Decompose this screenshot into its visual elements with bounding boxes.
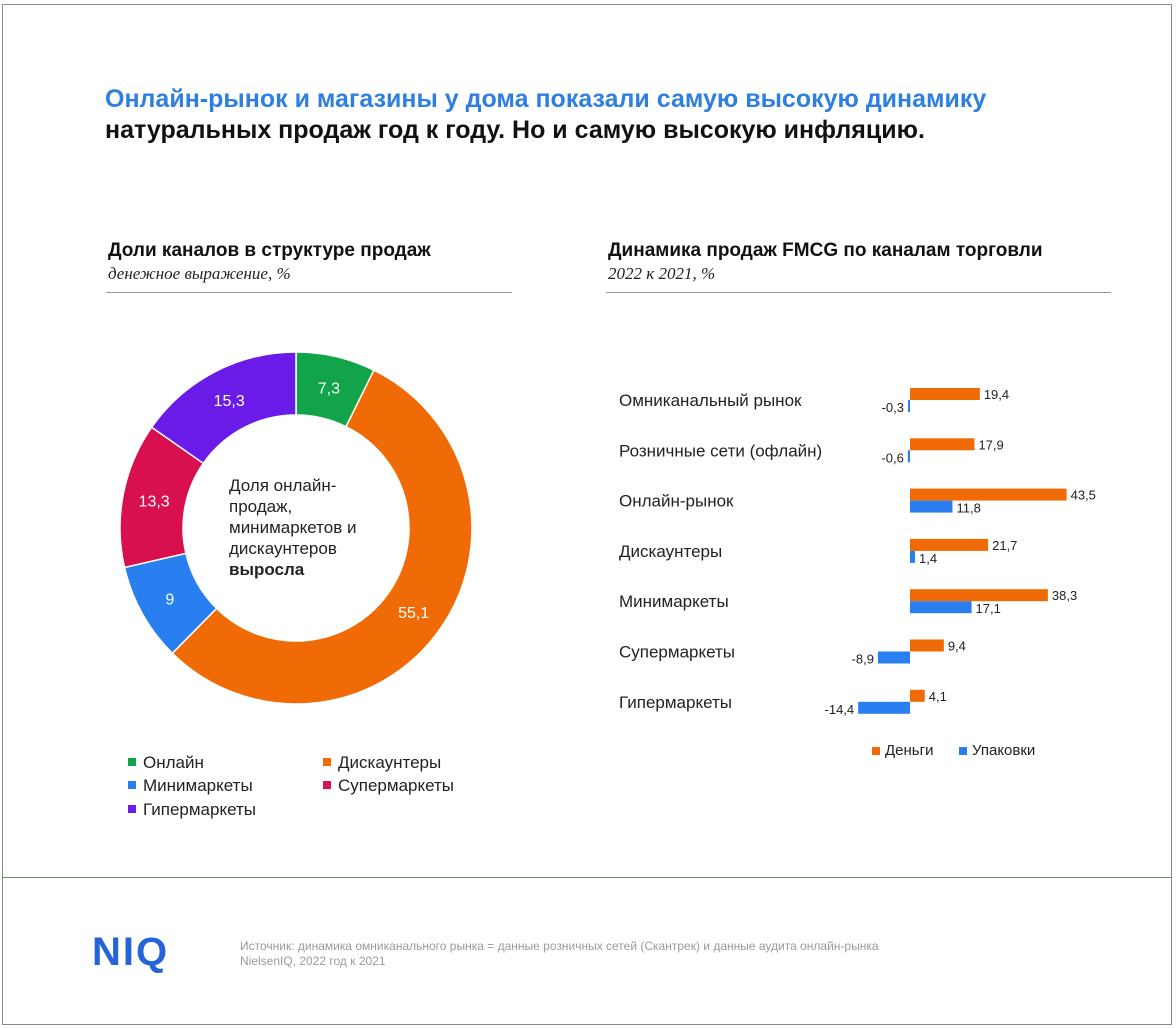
page-title-line2: натуральных продаж год к году. Но и саму…	[105, 116, 925, 144]
bar-packs	[877, 651, 910, 664]
bar-category-label: Онлайн-рынок	[619, 492, 734, 511]
legend-money-swatch	[872, 747, 880, 755]
donut-slice-hypermarkets	[150, 351, 297, 465]
bar-money-label: 9,4	[948, 639, 966, 654]
legend-packs-label: Упаковки	[972, 742, 1035, 759]
bar-packs-label: -0,6	[881, 450, 903, 465]
donut-label-minimarkets: 9	[165, 591, 174, 608]
legend-online-label: Онлайн	[143, 753, 204, 772]
bar-money-label: 4,1	[929, 689, 947, 704]
bar-packs-label: 11,8	[956, 501, 980, 516]
bar-packs	[910, 550, 916, 563]
niq-logo: NIQ	[92, 930, 170, 974]
donut-slice-discounters	[171, 369, 473, 705]
bar-category-label: Розничные сети (офлайн)	[619, 441, 822, 460]
bar-packs	[910, 500, 953, 513]
source-line1: Источник: динамика омниканального рынка …	[240, 939, 879, 953]
bar-money-label: 21,7	[992, 538, 1017, 553]
legend-hypermarkets-swatch	[128, 805, 136, 813]
page-frame	[2, 4, 1172, 1025]
legend-online: Онлайн	[128, 753, 204, 773]
bar-money-label: 19,4	[984, 387, 1009, 402]
bar-money-label: 43,5	[1071, 488, 1096, 503]
legend-minimarkets-swatch	[128, 781, 136, 789]
bar-packs-label: -8,9	[852, 652, 874, 667]
legend-discounters-label: Дискаунтеры	[338, 753, 442, 772]
donut-center-bold: выросла	[229, 560, 305, 579]
legend-discounters: Дискаунтеры	[323, 753, 441, 773]
bar-packs	[858, 701, 910, 714]
legend-supermarkets: Супермаркеты	[323, 776, 454, 796]
legend-money-label: Деньги	[885, 742, 933, 759]
bar-money-label: 38,3	[1052, 588, 1077, 603]
bar-packs	[910, 601, 972, 614]
bar-packs	[908, 400, 910, 412]
legend-hypermarkets-label: Гипермаркеты	[143, 800, 256, 819]
legend-online-swatch	[128, 758, 136, 766]
bar-packs-label: -0,3	[882, 400, 904, 415]
bar-category-label: Супермаркеты	[619, 643, 735, 662]
donut-section-title: Доли каналов в структуре продаж	[108, 240, 431, 261]
bar-packs-label: 17,1	[976, 601, 1001, 616]
bar-section-rule	[606, 292, 1111, 293]
bar-section-title: Динамика продаж FMCG по каналам торговли	[608, 240, 1043, 261]
bar-money	[910, 639, 944, 652]
bar-chart: Омниканальный рынок 19,4 -0,3 Розничные сет…	[619, 387, 1096, 759]
bar-money	[910, 388, 980, 400]
legend-minimarkets-label: Минимаркеты	[143, 776, 253, 795]
footer-divider	[2, 877, 1172, 878]
bar-packs-label: 1,4	[919, 551, 937, 566]
donut-center-label: Доля онлайн-продаж, минимаркетов и диска…	[229, 476, 357, 558]
legend-discounters-swatch	[323, 758, 331, 766]
donut-section-subtitle: денежное выражение, %	[108, 264, 291, 283]
bar-money	[910, 589, 1048, 602]
page-title: Онлайн-рынок и магазины у дома показали …	[105, 84, 1105, 146]
donut-label-supermarkets: 13,3	[139, 493, 170, 510]
source-note: Источник: динамика омниканального рынка …	[240, 939, 1000, 969]
source-line2: NielsenIQ, 2022 год к 2021	[240, 954, 386, 968]
legend-packs-swatch	[959, 747, 967, 755]
bar-category-label: Минимаркеты	[619, 592, 729, 611]
bar-money-label: 17,9	[978, 437, 1003, 452]
legend-supermarkets-label: Супермаркеты	[338, 776, 455, 795]
legend-supermarkets-swatch	[323, 781, 331, 789]
bar-money	[910, 488, 1067, 501]
bar-section-subtitle: 2022 к 2021, %	[608, 264, 716, 283]
bar-money	[910, 438, 975, 451]
donut-section-rule	[106, 292, 512, 293]
donut-center-text: Доля онлайн-продаж, минимаркетов и диска…	[229, 475, 379, 580]
donut-label-online: 7,3	[318, 380, 340, 397]
donut-label-discounters: 55,1	[398, 605, 429, 622]
legend-hypermarkets: Гипермаркеты	[128, 800, 256, 820]
donut-chart: 7,3 55,1 9 13,3 15,3	[119, 351, 473, 705]
bar-packs-label: -14,4	[825, 702, 855, 717]
bar-category-label: Омниканальный рынок	[619, 391, 802, 410]
bar-packs	[907, 450, 910, 463]
bar-category-label: Дискаунтеры	[619, 542, 722, 561]
donut-label-hypermarkets: 15,3	[214, 393, 245, 410]
legend-minimarkets: Минимаркеты	[128, 776, 253, 796]
bar-category-label: Гипермаркеты	[619, 693, 732, 712]
bar-money	[910, 538, 989, 551]
bar-money	[910, 689, 925, 702]
page-title-line1: Онлайн-рынок и магазины у дома показали …	[105, 85, 987, 113]
